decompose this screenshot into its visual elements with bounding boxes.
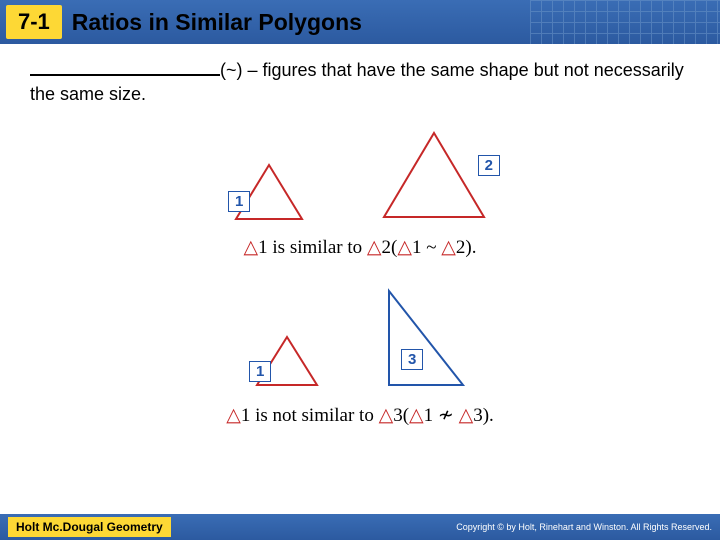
triangle-1-label: 1: [228, 191, 250, 212]
lesson-number-badge: 7-1: [6, 5, 62, 39]
triangle-3-wrap: 3: [383, 287, 469, 394]
stmt2-b: 3: [393, 405, 403, 426]
definition-rest: – figures that have the same shape but n…: [30, 60, 684, 104]
similarity-statement-2: △1 is not similar to △3(△1 ≁ △3).: [30, 404, 690, 427]
stmt2-rel: ≁: [433, 405, 458, 426]
stmt2-paren-close: ).: [483, 405, 494, 426]
triangle-glyph: △: [409, 405, 424, 426]
triangle-2: [378, 129, 490, 221]
triangle-glyph: △: [244, 237, 259, 258]
fill-in-blank: [30, 74, 220, 76]
triangle-3-label: 3: [401, 349, 423, 370]
footer-bar: Holt Mc.Dougal Geometry Copyright © by H…: [0, 514, 720, 540]
triangle-glyph: △: [379, 405, 394, 426]
triangle-2-label: 2: [478, 155, 500, 176]
stmt1-paren-close: ).: [465, 237, 476, 258]
footer-textbook: Holt Mc.Dougal Geometry: [8, 517, 171, 537]
triangle-glyph: △: [397, 237, 412, 258]
lesson-title: Ratios in Similar Polygons: [72, 9, 362, 36]
triangle-glyph: △: [459, 405, 474, 426]
triangle-1-wrap: 1: [230, 161, 308, 226]
stmt1-a: 1 is similar to: [258, 237, 367, 258]
slide-content: (~) – figures that have the same shape b…: [0, 44, 720, 427]
stmt1-rel: ~: [421, 237, 441, 258]
lesson-header: 7-1 Ratios in Similar Polygons: [0, 0, 720, 44]
triangle-glyph: △: [441, 237, 456, 258]
triangle-2-wrap: 2: [378, 129, 490, 226]
similarity-statement-1: △1 is similar to △2(△1 ~ △2).: [30, 236, 690, 259]
stmt1-b: 2: [382, 237, 392, 258]
triangle-1b-wrap: 1: [251, 333, 323, 394]
triangles-row-2: 1 3: [30, 287, 690, 394]
similar-symbol: ~: [226, 60, 237, 80]
definition-text: (~) – figures that have the same shape b…: [30, 58, 690, 107]
triangle-3: [383, 287, 469, 389]
header-grid-decoration: [530, 0, 720, 44]
triangle-glyph: △: [367, 237, 382, 258]
triangle-glyph: △: [226, 405, 241, 426]
triangles-row-1: 1 2: [30, 129, 690, 226]
footer-copyright: Copyright © by Holt, Rinehart and Winsto…: [456, 522, 712, 532]
stmt2-a: 1 is not similar to: [241, 405, 379, 426]
triangle-1b-label: 1: [249, 361, 271, 382]
